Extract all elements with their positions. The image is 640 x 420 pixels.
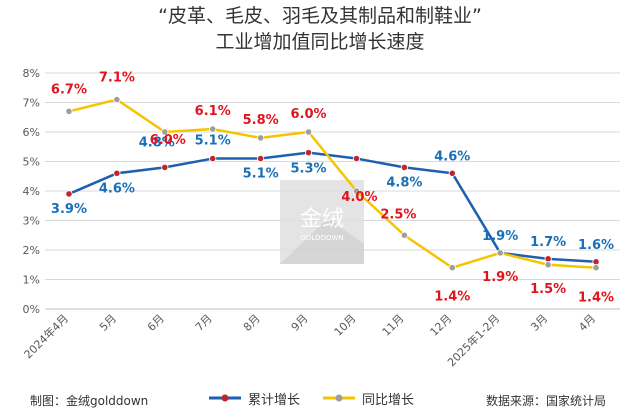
data-labels: 3.9% 4.6% 4.8% 5.1% 5.1% 5.3% 4.8% 4.6% 1.9% 1.7%… — [51, 71, 614, 306]
data-point-marker — [592, 264, 600, 272]
legend-line-icon — [323, 394, 355, 402]
data-label: 5.3% — [291, 162, 327, 177]
data-point-marker — [544, 255, 552, 263]
data-label: 1.9% — [482, 229, 518, 244]
data-label: 1.4% — [578, 291, 614, 306]
x-tick-label: 4月 — [576, 312, 598, 334]
data-point-marker — [352, 187, 361, 195]
data-label: 5.8% — [243, 113, 279, 128]
data-point-marker — [496, 249, 504, 257]
data-label: 1.5% — [530, 282, 566, 297]
data-label: 1.7% — [530, 235, 566, 250]
data-label: 2.5% — [380, 207, 416, 222]
y-tick-label: 7% — [23, 97, 40, 110]
y-tick-label: 3% — [23, 215, 40, 228]
watermark-text: 金绒 — [300, 207, 344, 232]
data-point-marker — [304, 128, 313, 136]
x-tick-label: 5月 — [97, 312, 119, 334]
data-point-marker — [400, 231, 408, 239]
chart-title: “皮革、毛皮、羽毛及其制品和制鞋业” — [158, 5, 482, 27]
series-layer — [65, 95, 600, 272]
data-label: 3.9% — [51, 202, 87, 217]
data-label: 6.0% — [291, 107, 327, 122]
series-line-yoy — [68, 98, 597, 269]
chart-credit: 制图：金绒golddown — [30, 394, 149, 408]
legend-item-yoy: 同比增长 — [322, 389, 415, 408]
legend-item-cumulative: 累计增长 — [208, 389, 301, 408]
data-label: 4.8% — [386, 175, 422, 190]
legend-label: 同比增长 — [362, 392, 415, 408]
legend-line-icon — [209, 394, 241, 402]
x-tick-label: 10月 — [332, 312, 359, 339]
x-tick-label: 6月 — [145, 312, 167, 334]
data-point-marker — [113, 95, 121, 104]
y-tick-label: 5% — [23, 156, 40, 169]
x-tick-label: 11月 — [380, 312, 407, 339]
data-label: 6.1% — [195, 104, 231, 119]
x-tick-label: 3月 — [528, 312, 550, 334]
x-tick-label: 8月 — [241, 312, 263, 334]
data-point-marker — [209, 154, 217, 163]
data-point-marker — [592, 258, 600, 266]
data-label: 4.8% — [139, 135, 175, 150]
data-label: 6.0% — [150, 133, 186, 148]
watermark-subtext: GOLDDOWN — [300, 234, 343, 242]
data-point-marker — [448, 264, 456, 272]
data-label: 4.6% — [99, 181, 135, 196]
data-point-marker — [257, 134, 265, 142]
y-tick-label: 0% — [23, 303, 40, 316]
data-point-marker — [544, 261, 552, 269]
legend-label: 累计增长 — [248, 392, 301, 408]
y-tick-label: 6% — [23, 126, 40, 139]
data-label: 7.1% — [99, 71, 135, 86]
gridlines — [45, 72, 620, 310]
y-tick-label: 8% — [23, 67, 40, 80]
data-point-marker — [161, 163, 169, 171]
y-tick-label: 2% — [23, 244, 40, 257]
data-point-marker — [113, 169, 121, 177]
watermark-logo: 金绒 GOLDDOWN — [280, 180, 364, 264]
data-point-marker — [209, 125, 217, 133]
y-tick-label: 1% — [23, 274, 40, 287]
data-point-marker — [352, 154, 361, 163]
x-tick-label: 12月 — [428, 312, 455, 339]
data-source: 数据来源：国家统计局 — [486, 394, 607, 408]
x-tick-label: 2024年4月 — [21, 311, 71, 361]
data-point-marker — [65, 190, 73, 198]
x-tick-label: 7月 — [193, 312, 215, 334]
data-label: 1.6% — [578, 238, 614, 253]
y-tick-label: 4% — [23, 185, 40, 198]
data-label: 4.0% — [341, 190, 377, 205]
data-point-marker — [161, 128, 169, 136]
data-label: 1.4% — [434, 290, 470, 305]
data-label: 5.1% — [243, 167, 279, 182]
y-axis-ticks: 0% 1% 2% 3% 4% 5% 6% 7% 8% — [23, 67, 40, 316]
x-tick-label: 9月 — [289, 312, 311, 334]
data-point-marker — [304, 149, 313, 157]
data-point-marker — [257, 154, 265, 163]
data-point-marker — [448, 169, 456, 177]
chart-subtitle: 工业增加值同比增长速度 — [215, 31, 425, 53]
data-point-marker — [65, 107, 73, 115]
data-label: 6.7% — [51, 82, 87, 97]
data-label: 5.1% — [195, 134, 231, 149]
data-label: 1.9% — [482, 270, 518, 285]
data-point-marker — [400, 163, 408, 171]
data-label: 4.6% — [434, 149, 470, 164]
